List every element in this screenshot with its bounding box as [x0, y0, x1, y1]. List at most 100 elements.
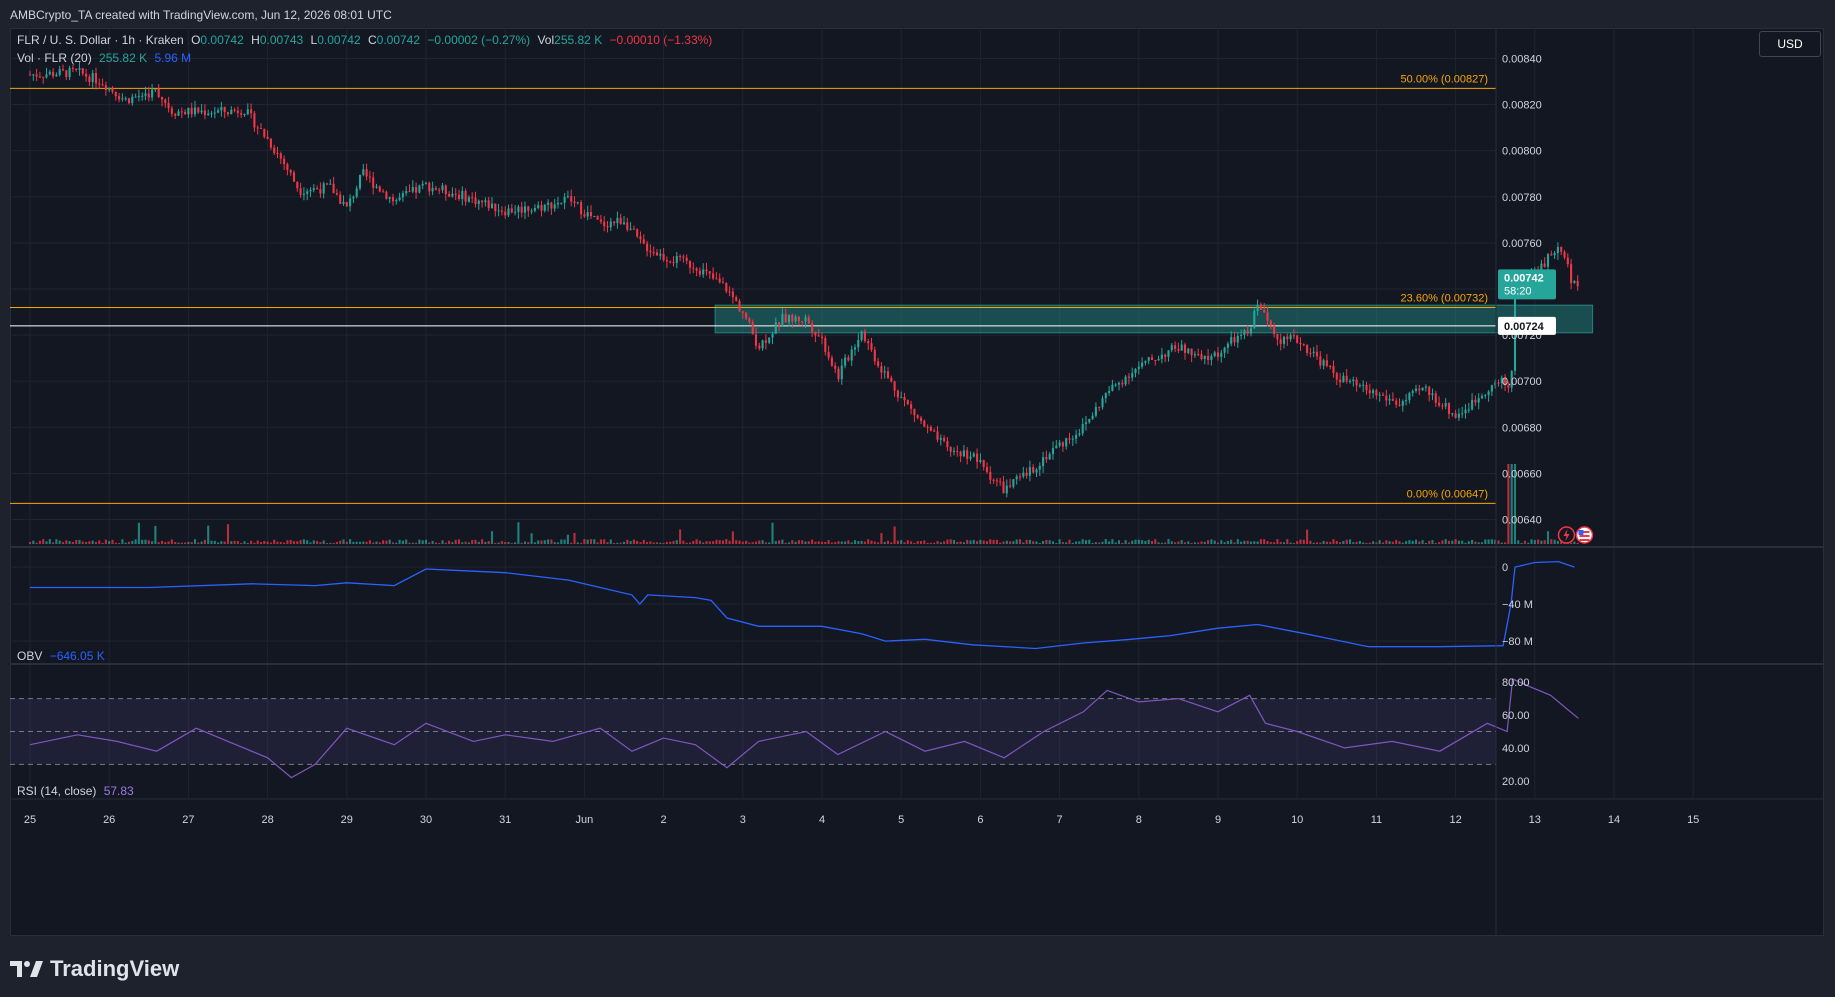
candle-body [873, 349, 876, 362]
candle-body [190, 107, 193, 115]
candle-body [1441, 405, 1444, 407]
volume-bar [1167, 539, 1170, 544]
candle-body [240, 112, 243, 115]
volume-bar [1517, 540, 1520, 544]
volume-bar [1187, 541, 1190, 544]
volume-bar [213, 540, 216, 544]
volume-bar [560, 539, 563, 544]
candle-body [1141, 362, 1144, 367]
volume-bar [1487, 539, 1490, 544]
candle-body [1075, 434, 1078, 439]
volume-bar [490, 531, 494, 544]
candle-body [999, 481, 1002, 483]
volume-bar [164, 542, 167, 544]
candle-body [1177, 348, 1180, 351]
candle-body [1368, 390, 1371, 394]
volume-bar [725, 539, 728, 544]
symbol-title[interactable]: FLR / U. S. Dollar · 1h · Kraken [17, 33, 184, 47]
candle-body [817, 335, 820, 337]
volume-bar [94, 541, 98, 544]
candle-body [289, 169, 292, 173]
volume-bar [151, 541, 154, 544]
volume-bar [1230, 539, 1233, 544]
volume-bar [1408, 540, 1411, 544]
candle-body [1226, 343, 1229, 348]
candle-body [771, 333, 774, 338]
volume-bar [98, 540, 101, 544]
volume-bar [504, 542, 507, 544]
volume-bar [454, 539, 457, 544]
volume-bar [1078, 541, 1081, 544]
volume-bar [834, 542, 837, 544]
candle-body [1447, 403, 1451, 414]
candle-body [1078, 433, 1081, 435]
candle-body [1160, 354, 1163, 359]
candle-body [467, 197, 470, 202]
volume-bar [797, 540, 800, 544]
volume-bar [1467, 541, 1470, 544]
candle-body [1230, 337, 1233, 344]
time-axis-tick: 9 [1215, 814, 1221, 826]
obv-title[interactable]: OBV [17, 649, 43, 663]
candle-body [715, 278, 718, 280]
candle-body [675, 256, 678, 263]
candle-body [636, 229, 639, 237]
candle-body [1259, 304, 1262, 310]
volume-bar [91, 540, 94, 544]
candle-body [883, 371, 886, 373]
candle-body [124, 98, 127, 100]
volume-bar [481, 539, 484, 544]
volume-bar [296, 541, 299, 544]
volume-bar [801, 540, 804, 544]
volume-bar [510, 542, 513, 544]
volume-bar [629, 541, 632, 544]
volume-bar [1471, 539, 1474, 544]
candle-body [1243, 330, 1246, 335]
volume-bar [355, 541, 358, 544]
volume-indicator-title[interactable]: Vol · FLR (20) [17, 51, 92, 65]
candle-body [332, 183, 335, 194]
rsi-title[interactable]: RSI (14, close) [17, 784, 97, 798]
obv-legend: OBV −646.05 K [17, 649, 105, 663]
volume-bar [913, 542, 916, 544]
volume-bar [1009, 541, 1012, 544]
volume-bar [431, 540, 434, 544]
chart-canvas[interactable]: 50.00% (0.00827) 23.60% (0.00732) 0.00% (0… [10, 28, 1824, 936]
candle-body [1111, 384, 1114, 391]
candle-body [1108, 390, 1111, 393]
candle-body [1573, 280, 1576, 284]
volume-bar [573, 532, 576, 544]
volume-bar [893, 526, 896, 544]
volume-bar [365, 541, 368, 544]
candle-body [444, 185, 447, 194]
candle-body [464, 190, 467, 202]
volume-bar [223, 541, 226, 544]
candle-body [933, 430, 936, 432]
volume-bar [286, 540, 289, 544]
currency-button[interactable]: USD [1759, 31, 1821, 57]
candle-body [1461, 413, 1464, 415]
volume-bar [1246, 540, 1249, 544]
candle-body [48, 71, 51, 75]
volume-bar [1405, 541, 1408, 544]
candle-body [1497, 382, 1500, 384]
volume-bar [141, 539, 144, 544]
volume-bar [471, 540, 474, 544]
candle-body [830, 357, 833, 366]
volume-bar [434, 542, 437, 544]
volume-bar [507, 542, 510, 544]
candle-body [471, 197, 474, 199]
candle-body [1246, 330, 1249, 334]
candle-body [1480, 395, 1484, 399]
volume-bar [325, 542, 329, 544]
candle-body [256, 127, 259, 129]
volume-bar [1055, 542, 1058, 544]
volume-bar [1309, 540, 1312, 544]
candle-body [217, 110, 220, 113]
time-axis-tick: 28 [261, 814, 273, 826]
candle-body [943, 437, 946, 442]
candle-body [685, 257, 688, 261]
candle-body [38, 76, 41, 78]
volume-bar [71, 541, 74, 544]
candle-body [966, 450, 969, 459]
